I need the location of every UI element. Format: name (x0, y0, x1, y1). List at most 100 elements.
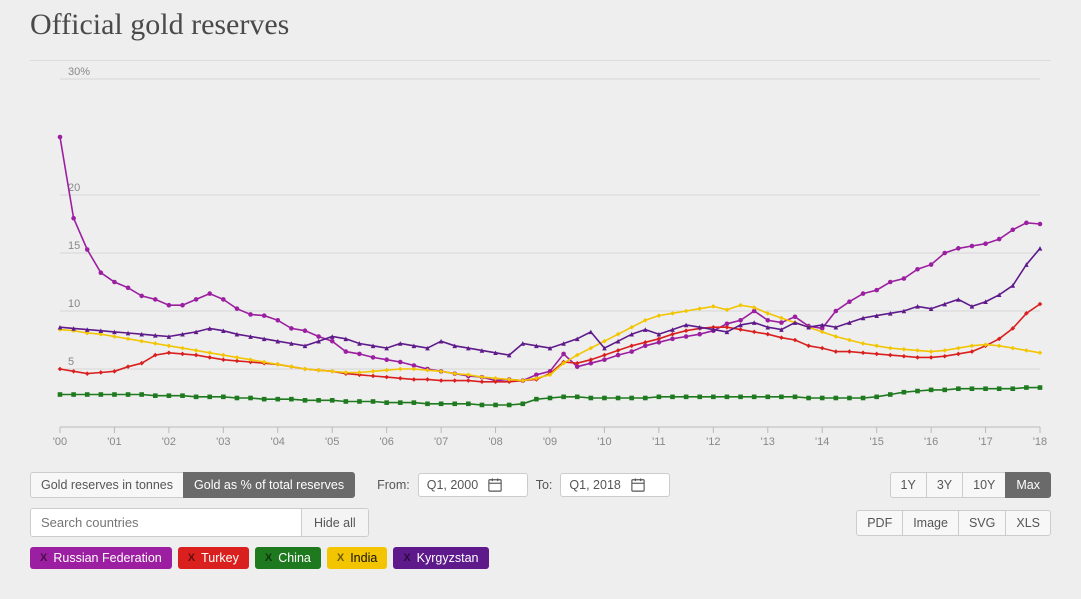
series-point-russia[interactable] (888, 280, 893, 285)
series-point-india[interactable] (697, 306, 702, 311)
series-point-turkey[interactable] (942, 354, 947, 359)
series-point-china[interactable] (357, 399, 362, 404)
series-point-russia[interactable] (221, 297, 226, 302)
series-point-china[interactable] (412, 400, 417, 405)
series-point-india[interactable] (153, 341, 158, 346)
series-point-russia[interactable] (167, 303, 172, 308)
series-point-india[interactable] (167, 344, 172, 349)
series-point-russia[interactable] (1010, 228, 1015, 233)
series-point-china[interactable] (520, 402, 525, 407)
search-input[interactable] (31, 509, 301, 536)
series-point-russia[interactable] (874, 288, 879, 293)
series-point-turkey[interactable] (806, 344, 811, 349)
series-point-china[interactable] (874, 395, 879, 400)
series-point-turkey[interactable] (480, 379, 485, 384)
series-point-india[interactable] (765, 311, 770, 316)
series-point-russia[interactable] (139, 294, 144, 299)
to-date-input[interactable]: Q1, 2018 (560, 473, 670, 497)
series-point-china[interactable] (670, 395, 675, 400)
from-date-input[interactable]: Q1, 2000 (418, 473, 528, 497)
series-point-china[interactable] (602, 396, 607, 401)
series-point-china[interactable] (956, 386, 961, 391)
series-point-turkey[interactable] (738, 327, 743, 332)
series-point-russia[interactable] (779, 320, 784, 325)
series-point-turkey[interactable] (888, 353, 893, 358)
series-point-china[interactable] (643, 396, 648, 401)
series-point-india[interactable] (970, 344, 975, 349)
toggle-tonnes-button[interactable]: Gold reserves in tonnes (30, 472, 184, 498)
series-point-china[interactable] (221, 395, 226, 400)
series-point-china[interactable] (684, 395, 689, 400)
series-point-china[interactable] (126, 392, 131, 397)
series-point-china[interactable] (316, 398, 321, 403)
series-point-russia[interactable] (289, 326, 294, 331)
series-point-turkey[interactable] (371, 374, 376, 379)
series-point-china[interactable] (248, 396, 253, 401)
series-point-india[interactable] (398, 367, 403, 372)
series-point-russia[interactable] (861, 291, 866, 296)
series-point-turkey[interactable] (820, 346, 825, 351)
series-point-turkey[interactable] (602, 353, 607, 358)
series-point-turkey[interactable] (71, 369, 76, 374)
series-point-india[interactable] (657, 313, 662, 318)
series-point-india[interactable] (330, 369, 335, 374)
series-point-turkey[interactable] (725, 325, 730, 330)
series-point-china[interactable] (793, 395, 798, 400)
series-point-china[interactable] (153, 393, 158, 398)
export-xls-button[interactable]: XLS (1005, 510, 1051, 536)
series-point-india[interactable] (956, 346, 961, 351)
series-point-turkey[interactable] (207, 355, 212, 360)
series-point-china[interactable] (139, 392, 144, 397)
series-point-russia[interactable] (85, 247, 90, 252)
series-point-china[interactable] (330, 398, 335, 403)
export-image-button[interactable]: Image (902, 510, 959, 536)
legend-pill-kyrgyzstan[interactable]: XKyrgyzstan (393, 547, 488, 569)
series-point-china[interactable] (847, 396, 852, 401)
series-point-turkey[interactable] (398, 376, 403, 381)
series-point-india[interactable] (942, 348, 947, 353)
series-point-turkey[interactable] (779, 335, 784, 340)
series-point-russia[interactable] (371, 355, 376, 360)
series-point-india[interactable] (670, 311, 675, 316)
series-point-china[interactable] (942, 388, 947, 393)
series-point-china[interactable] (289, 397, 294, 402)
series-point-china[interactable] (765, 395, 770, 400)
series-point-russia[interactable] (915, 267, 920, 272)
series-point-turkey[interactable] (589, 357, 594, 362)
series-point-russia[interactable] (99, 270, 104, 275)
series-point-turkey[interactable] (194, 353, 199, 358)
series-point-china[interactable] (344, 399, 349, 404)
series-point-china[interactable] (71, 392, 76, 397)
series-point-turkey[interactable] (684, 328, 689, 333)
series-point-russia[interactable] (71, 216, 76, 221)
series-point-india[interactable] (820, 330, 825, 335)
series-point-india[interactable] (371, 369, 376, 374)
series-point-russia[interactable] (738, 318, 743, 323)
series-point-russia[interactable] (997, 237, 1002, 242)
series-point-china[interactable] (888, 392, 893, 397)
series-point-china[interactable] (235, 396, 240, 401)
series-point-russia[interactable] (684, 334, 689, 339)
series-point-turkey[interactable] (874, 352, 879, 357)
series-point-turkey[interactable] (629, 344, 634, 349)
series-point-china[interactable] (983, 386, 988, 391)
series-point-india[interactable] (738, 303, 743, 308)
series-point-china[interactable] (711, 395, 716, 400)
series-point-india[interactable] (834, 334, 839, 339)
series-point-india[interactable] (861, 341, 866, 346)
series-point-russia[interactable] (344, 349, 349, 354)
series-point-india[interactable] (221, 353, 226, 358)
series-point-india[interactable] (888, 346, 893, 351)
series-point-china[interactable] (207, 395, 212, 400)
series-point-russia[interactable] (970, 244, 975, 249)
series-point-china[interactable] (398, 400, 403, 405)
series-point-russia[interactable] (929, 262, 934, 267)
series-point-china[interactable] (575, 395, 580, 400)
series-point-china[interactable] (697, 395, 702, 400)
series-point-turkey[interactable] (929, 355, 934, 360)
series-point-russia[interactable] (1024, 221, 1029, 226)
series-point-china[interactable] (275, 397, 280, 402)
zoom-1y-button[interactable]: 1Y (890, 472, 927, 498)
series-point-india[interactable] (139, 339, 144, 344)
series-point-turkey[interactable] (643, 340, 648, 345)
